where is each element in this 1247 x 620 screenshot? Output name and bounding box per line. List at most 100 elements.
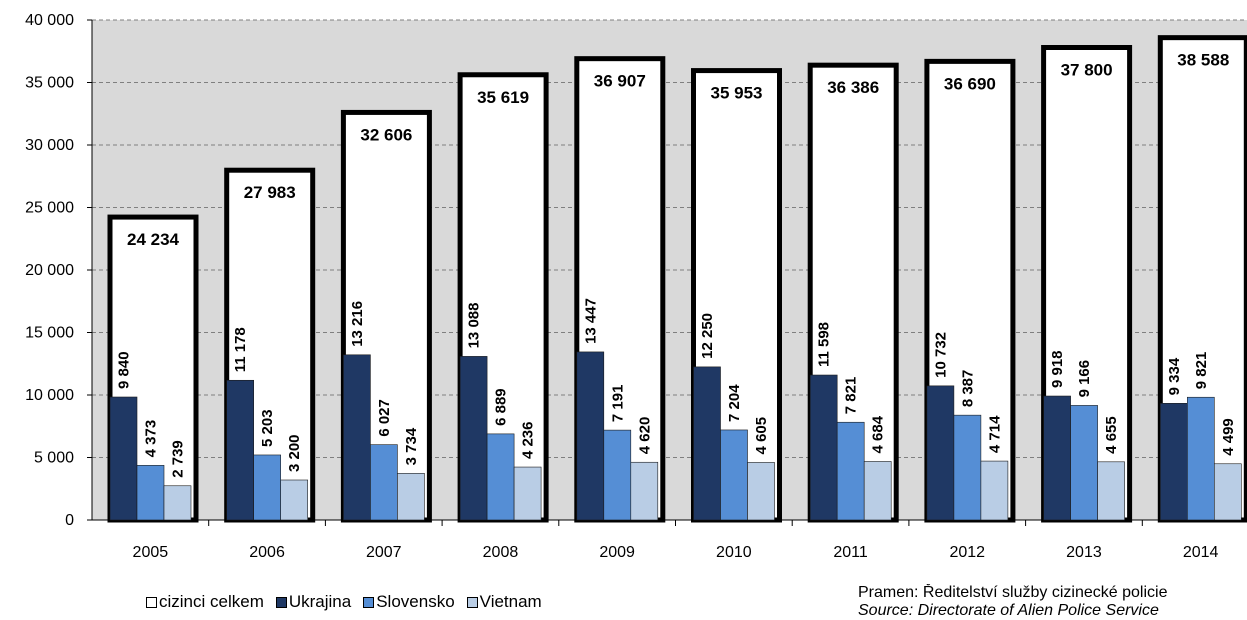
bar-vietnam — [280, 479, 309, 521]
bar-vietnam — [163, 485, 192, 521]
x-tick-label: 2006 — [249, 544, 285, 561]
data-label-slovensko: 5 203 — [259, 409, 276, 447]
y-tick-label: 25 000 — [25, 200, 74, 217]
bar-slovensko — [1187, 396, 1215, 521]
bar-slovensko — [836, 421, 865, 521]
legend-label-slovensko: Slovensko — [376, 592, 455, 611]
bar-ukrajina — [809, 374, 838, 521]
data-label-vietnam: 2 739 — [170, 440, 187, 478]
data-label-slovensko: 8 387 — [959, 370, 976, 408]
data-label-ukrajina: 10 732 — [932, 332, 949, 378]
data-label-vietnam: 4 714 — [986, 415, 1003, 453]
data-label-slovensko: 7 191 — [609, 385, 626, 423]
bar-ukrajina — [1160, 403, 1188, 521]
bars — [107, 35, 1247, 523]
data-label-total: 36 690 — [944, 74, 996, 93]
data-label-ukrajina: 13 447 — [582, 298, 599, 344]
data-label-total: 36 386 — [827, 78, 879, 97]
x-tick-label: 2007 — [366, 544, 402, 561]
bar-vietnam — [1214, 463, 1242, 521]
bar-slovensko — [1070, 405, 1098, 521]
y-tick-label: 40 000 — [25, 12, 74, 29]
y-tick-label: 15 000 — [25, 325, 74, 342]
bar-ukrajina — [576, 351, 605, 521]
data-label-ukrajina: 11 178 — [232, 327, 249, 372]
data-label-total: 24 234 — [127, 230, 180, 249]
y-tick-label: 0 — [65, 512, 74, 529]
data-label-total: 35 953 — [711, 84, 763, 103]
source-note: Pramen: Ředitelství služby cizinecké pol… — [858, 584, 1247, 620]
bar-ukrajina — [459, 356, 488, 521]
x-tick-label: 2008 — [483, 544, 519, 561]
source-line-en: Source: Directorate of Alien Police Serv… — [858, 602, 1159, 619]
bar-ukrajina — [109, 396, 138, 521]
data-label-ukrajina: 12 250 — [699, 313, 716, 359]
y-tick-label: 5 000 — [34, 450, 74, 467]
data-label-ukrajina: 9 334 — [1166, 357, 1183, 395]
data-label-slovensko: 4 373 — [143, 420, 160, 458]
data-label-slovensko: 7 821 — [843, 377, 860, 415]
legend-item-slovensko: Slovensko — [363, 592, 455, 612]
bar-vietnam — [630, 461, 659, 521]
data-label-total: 37 800 — [1061, 61, 1113, 80]
bar-slovensko — [253, 454, 281, 521]
data-label-total: 27 983 — [244, 183, 296, 202]
data-label-total: 36 907 — [594, 72, 646, 91]
y-tick-label: 20 000 — [25, 262, 74, 279]
x-tick-label: 2013 — [1066, 544, 1102, 561]
data-label-vietnam: 4 236 — [520, 422, 537, 460]
bar-ukrajina — [226, 379, 254, 521]
legend-item-ukrajina: Ukrajina — [275, 592, 352, 612]
data-label-vietnam: 4 620 — [636, 417, 653, 455]
bar-ukrajina — [693, 366, 721, 521]
legend-swatch-slovensko — [363, 596, 375, 608]
y-tick-label: 10 000 — [25, 387, 74, 404]
data-labels: 24 234 9 840 4 373 2 739 27 983 11 178 5 203 3 … — [116, 51, 1237, 478]
legend-item-total: cizinci celkem — [146, 592, 264, 612]
y-tick-label: 35 000 — [25, 75, 74, 92]
data-label-vietnam: 4 499 — [1220, 418, 1237, 456]
bar-slovensko — [370, 444, 398, 521]
x-tick-label: 2005 — [133, 544, 169, 561]
legend-swatch-ukrajina — [275, 596, 287, 608]
bar-ukrajina — [926, 385, 955, 521]
bar-ukrajina — [1043, 395, 1071, 521]
data-label-slovensko: 9 166 — [1076, 360, 1093, 398]
x-tick-label: 2009 — [599, 544, 635, 561]
x-tick-label: 2014 — [1183, 544, 1219, 561]
legend-label-vietnam: Vietnam — [479, 592, 542, 611]
bar-slovensko — [136, 465, 165, 521]
data-label-slovensko: 6 889 — [493, 388, 510, 426]
bar-slovensko — [720, 429, 748, 521]
bar-vietnam — [980, 460, 1009, 521]
bar-slovensko — [486, 433, 515, 521]
legend-swatch-total — [146, 596, 157, 608]
source-line-cz: Pramen: Ředitelství služby cizinecké pol… — [858, 584, 1168, 601]
bar-vietnam — [1097, 461, 1125, 521]
data-label-total: 32 606 — [360, 125, 412, 144]
bar-ukrajina — [343, 354, 371, 521]
bar-slovensko — [953, 414, 982, 521]
bar-vietnam — [863, 461, 892, 521]
x-tick-label: 2011 — [833, 544, 868, 561]
data-label-slovensko: 9 821 — [1193, 352, 1210, 390]
bar-vietnam — [397, 473, 425, 521]
legend: cizinci celkem Ukrajina Slovensko Vietna… — [146, 592, 542, 612]
bar-vietnam — [747, 462, 775, 521]
data-label-ukrajina: 13 216 — [349, 301, 366, 347]
data-label-vietnam: 3 200 — [286, 434, 303, 472]
data-label-slovensko: 7 204 — [726, 384, 743, 422]
data-label-vietnam: 4 684 — [870, 415, 887, 453]
data-label-ukrajina: 11 598 — [816, 322, 833, 367]
data-label-ukrajina: 13 088 — [466, 303, 483, 349]
data-label-total: 35 619 — [477, 88, 529, 107]
legend-label-ukrajina: Ukrajina — [288, 592, 352, 611]
data-label-slovensko: 6 027 — [376, 399, 393, 437]
data-label-total: 38 588 — [1177, 51, 1229, 70]
legend-item-vietnam: Vietnam — [466, 592, 542, 612]
data-label-vietnam: 4 655 — [1103, 416, 1120, 454]
y-tick-label: 30 000 — [25, 137, 74, 154]
data-label-ukrajina: 9 918 — [1049, 350, 1066, 388]
legend-label-total: cizinci celkem — [159, 592, 264, 611]
